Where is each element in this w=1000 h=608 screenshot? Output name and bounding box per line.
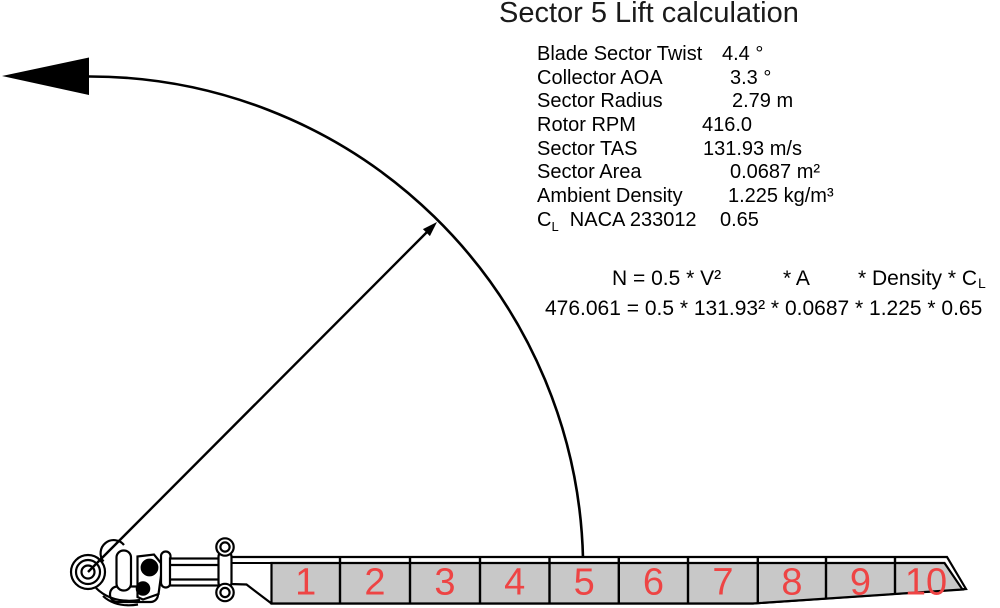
sector-layer: 1 2 3 4 5 6 7 8 9 10: [295, 556, 947, 604]
sector-number-4: 4: [504, 562, 525, 604]
rotor-hub: [69, 537, 235, 607]
sector-radius-arrow: [87, 229, 430, 573]
sweep-arrowhead-icon: [2, 57, 89, 95]
ring-clamp-bottom-ring-inner: [219, 586, 231, 599]
radius-arrowhead-icon: [422, 222, 437, 237]
formula-term-area: * A: [783, 267, 810, 290]
ring-clamp-body: [217, 550, 233, 590]
parameter-label: Sector TAS: [537, 137, 638, 160]
root-spar: [168, 557, 221, 587]
sector-number-6: 6: [643, 562, 664, 604]
parameter-label: Rotor RPM: [537, 114, 636, 137]
parameter-value: 131.93 m/s: [703, 137, 802, 160]
hub-bolt-large: [140, 558, 159, 577]
rotor-sweep-arc: [88, 75, 585, 559]
parameter-value: 0.0687 m²: [730, 161, 821, 184]
parameter-label: Collector AOA: [537, 66, 663, 89]
sector-number-2: 2: [364, 562, 385, 604]
parameter-label: Blade Sector Twist: [537, 43, 703, 65]
hub-bolt-small: [135, 581, 151, 596]
sector-number-7: 7: [712, 562, 733, 604]
sector-number-10: 10: [905, 562, 947, 604]
sector-number-3: 3: [434, 562, 455, 604]
cl-subscript: L: [551, 218, 559, 234]
parameter-value: 3.3 °: [730, 66, 772, 89]
sector-number-1: 1: [295, 562, 316, 604]
parameter-value: 4.4 °: [722, 43, 764, 65]
parameter-label: Ambient Density: [537, 185, 683, 208]
parameter-label: CL NACA 233012: [537, 208, 697, 234]
pitch-link: [115, 549, 133, 592]
sector-number-9: 9: [850, 562, 871, 604]
hub-lower-arc: [95, 587, 141, 602]
parameter-label: Sector Radius: [537, 90, 663, 113]
formula-term-lift: N = 0.5 * V²: [612, 267, 722, 290]
parameter-value: 1.225 kg/m³: [728, 185, 834, 208]
parameter-value: 416.0: [702, 114, 753, 137]
ring-clamp-top-ring-inner: [219, 541, 231, 553]
hub-lower-arc: [102, 595, 139, 607]
parameter-value: 0.65: [720, 208, 759, 231]
parameter-value: 2.79 m: [732, 90, 794, 113]
sector-number-8: 8: [781, 562, 802, 604]
formula-numeric-line: 476.061 = 0.5 * 131.93² * 0.0687 * 1.225…: [545, 297, 983, 320]
formula-term-density: * Density * C: [858, 267, 978, 290]
formula-cl-subscript: L: [978, 275, 986, 291]
page-title: Sector 5 Lift calculation: [499, 0, 799, 29]
sector-number-5: 5: [574, 562, 595, 604]
parameter-label: Sector Area: [537, 161, 642, 184]
